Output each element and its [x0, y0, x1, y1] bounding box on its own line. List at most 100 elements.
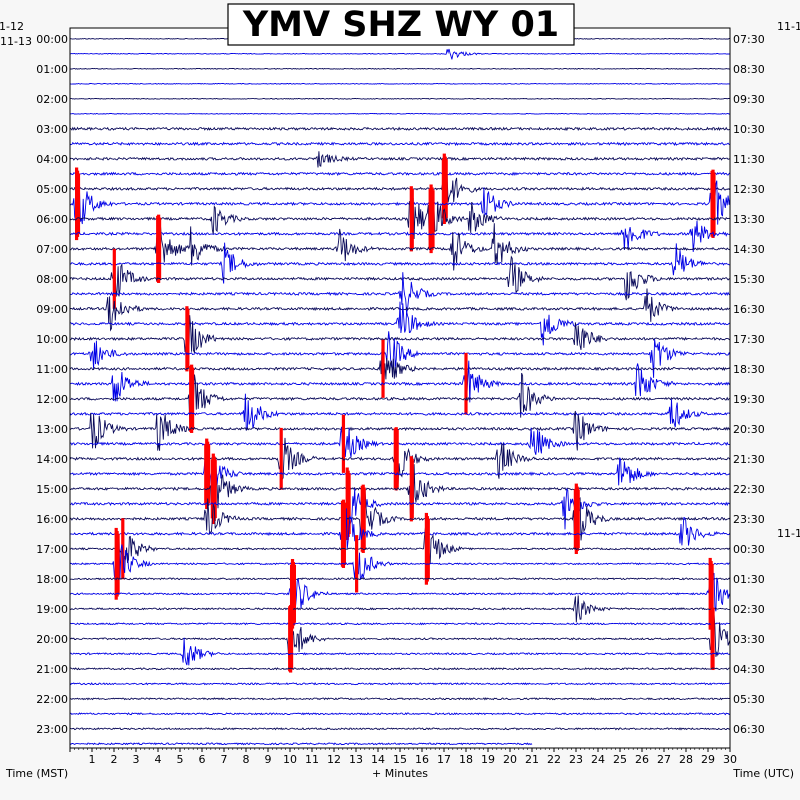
- x-tick-label: 20: [503, 753, 517, 766]
- left-time-label: 03:00: [36, 123, 68, 136]
- date-label-right-mid: 11-13: [777, 527, 800, 540]
- trace-row: [69, 97, 731, 100]
- clipped-signal-mark: [116, 533, 120, 594]
- x-tick-label: 8: [243, 753, 250, 766]
- right-time-label: 22:30: [733, 483, 765, 496]
- trace-row: [69, 141, 730, 147]
- clipped-signal-mark: [355, 535, 359, 593]
- clipped-signal-mark: [347, 473, 351, 535]
- left-time-label: 05:00: [36, 183, 68, 196]
- clipped-signal-mark: [190, 367, 195, 430]
- trace-row: [69, 637, 731, 666]
- right-time-label: 09:30: [733, 93, 765, 106]
- trace-row: [69, 667, 730, 671]
- clipped-signal-mark: [207, 444, 211, 504]
- left-time-label: 09:00: [36, 303, 68, 316]
- right-time-label: 21:30: [733, 453, 765, 466]
- x-tick-label: 1: [89, 753, 96, 766]
- left-time-label: 18:00: [36, 573, 68, 586]
- right-time-label: 15:30: [733, 273, 765, 286]
- right-time-labels: 07:30 08:30 09:30 10:30 11:30 12:30 13:30 14:30…: [733, 33, 765, 736]
- trace-row: [69, 198, 731, 248]
- x-axis-ticks: 1 2 3 4 5 6 7 8 9 10 11 12 13 14 15 16 17 18 19 20 21 22 23 24 2…: [69, 748, 737, 766]
- left-time-label: 21:00: [36, 663, 68, 676]
- x-tick-label: 6: [199, 753, 206, 766]
- trace-row: [69, 171, 731, 177]
- trace-row: [69, 272, 731, 313]
- left-time-label: 01:00: [36, 63, 68, 76]
- left-time-label: 15:00: [36, 483, 68, 496]
- clipped-signal-mark: [213, 459, 217, 519]
- trace-row: [70, 48, 731, 60]
- trace-row: [69, 712, 731, 716]
- right-time-label: 12:30: [733, 183, 765, 196]
- seismogram-traces: [69, 37, 731, 746]
- trace-row: [69, 126, 731, 132]
- right-time-label: 11:30: [733, 153, 765, 166]
- trace-row: [69, 622, 731, 626]
- trace-row: [69, 464, 731, 518]
- right-time-label: 01:30: [733, 573, 765, 586]
- trace-row: [69, 220, 731, 252]
- trace-row: [69, 315, 731, 358]
- trace-row: [69, 564, 731, 622]
- left-time-label: 08:00: [36, 273, 68, 286]
- right-time-label: 03:30: [733, 633, 765, 646]
- clipped-signal-mark: [410, 459, 414, 519]
- trace-row: [69, 393, 731, 431]
- trace-row: [69, 508, 731, 555]
- trace-row: [70, 331, 731, 378]
- plot-area: [70, 28, 730, 748]
- right-time-label: 19:30: [733, 393, 765, 406]
- trace-row: [69, 448, 731, 492]
- x-tick-label: 27: [657, 753, 671, 766]
- clipped-signal-mark: [289, 608, 294, 670]
- x-tick-label: 13: [349, 753, 363, 766]
- x-tick-label: 12: [327, 753, 341, 766]
- clipped-signal-mark: [186, 309, 190, 369]
- clipped-signal-mark: [381, 339, 385, 398]
- x-tick-label: 28: [679, 753, 693, 766]
- right-time-label: 14:30: [733, 243, 765, 256]
- right-time-label: 02:30: [733, 603, 765, 616]
- left-time-label: 14:00: [36, 453, 68, 466]
- clipped-signal-mark: [576, 489, 580, 549]
- right-time-label: 05:30: [733, 693, 765, 706]
- left-time-label: 23:00: [36, 723, 68, 736]
- clipped-signal-mark: [710, 563, 714, 624]
- trace-row: [70, 67, 731, 70]
- trace-row: [70, 369, 731, 431]
- right-time-label: 13:30: [733, 213, 765, 226]
- trace-row: [69, 682, 731, 686]
- chart-title-text: YMV SHZ WY 01: [242, 5, 559, 45]
- x-tick-label: 23: [569, 753, 583, 766]
- trace-row: [69, 255, 731, 301]
- left-time-labels: 00:00 01:00 02:00 03:00 04:00 05:00 06:00 07:00…: [36, 33, 68, 736]
- left-time-label: 19:00: [36, 603, 68, 616]
- x-tick-label: 11: [305, 753, 319, 766]
- x-tick-label: 18: [459, 753, 473, 766]
- x-tick-label: 7: [221, 753, 228, 766]
- trace-row: [69, 112, 731, 115]
- right-time-label: 07:30: [733, 33, 765, 46]
- x-tick-label: 10: [283, 753, 297, 766]
- x-tick-label: 30: [723, 753, 737, 766]
- left-time-label: 06:00: [36, 213, 68, 226]
- clipped-signal-mark: [341, 414, 346, 473]
- trace-row: [69, 301, 731, 346]
- x-tick-label: 19: [481, 753, 495, 766]
- trace-row: [69, 742, 533, 746]
- right-time-label: 00:30: [733, 543, 765, 556]
- clipped-signal-mark: [431, 190, 435, 248]
- trace-row: [69, 533, 730, 591]
- trace-row: [69, 577, 731, 581]
- trace-row: [69, 172, 731, 227]
- x-tick-label: 3: [133, 753, 140, 766]
- clipped-signal-mark: [76, 173, 81, 235]
- x-tick-label: 21: [525, 753, 539, 766]
- right-time-label: 17:30: [733, 333, 765, 346]
- trace-row: [70, 242, 731, 284]
- trace-row: [69, 490, 731, 552]
- x-tick-label: 26: [635, 753, 649, 766]
